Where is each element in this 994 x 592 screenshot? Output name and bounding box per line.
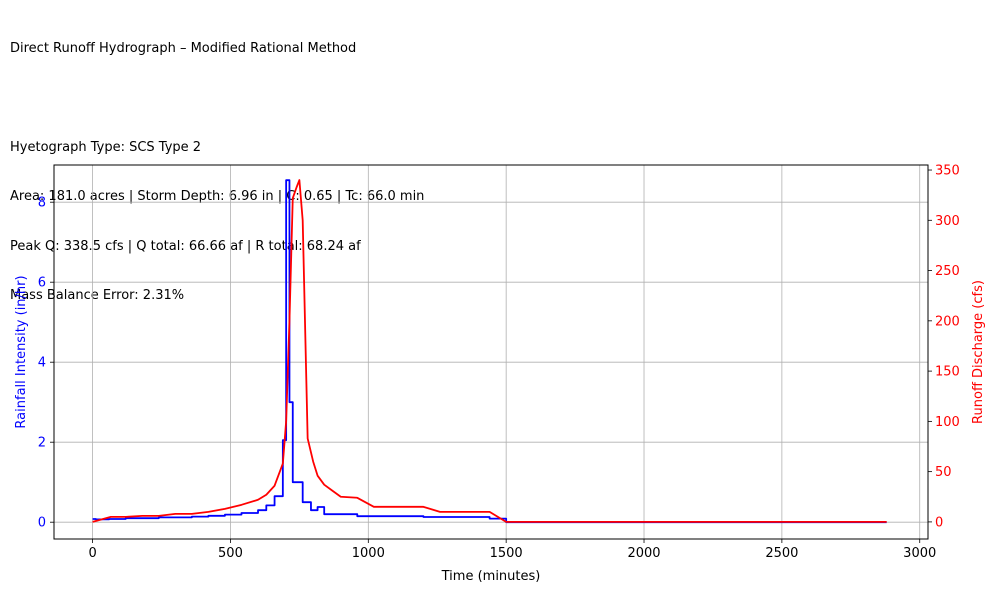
left-y-axis-label: Rainfall Intensity (in/hr) (14, 275, 29, 428)
right-y-tick-label: 250 (935, 264, 960, 279)
right-y-tick-label: 200 (935, 314, 960, 329)
rainfall-intensity-series (92, 179, 887, 524)
right-y-axis-label: Runoff Discharge (cfs) (971, 280, 986, 424)
runoff-discharge-series (92, 179, 887, 523)
x-tick-label: 500 (218, 546, 243, 561)
plot-frame (53, 164, 929, 540)
left-y-tick-label: 4 (38, 356, 46, 371)
x-tick-label: 0 (88, 546, 96, 561)
right-y-tick-label: 350 (935, 164, 960, 179)
left-y-tick-label: 2 (38, 436, 46, 451)
x-tick-label: 1500 (490, 546, 523, 561)
right-y-tick-label: 50 (935, 465, 952, 480)
right-y-tick-label: 150 (935, 365, 960, 380)
left-y-tick-label: 6 (38, 276, 46, 291)
mass-balance-text: Mass Balance Error: 2.31% (10, 288, 185, 303)
chart-title: Direct Runoff Hydrograph – Modified Rati… (10, 41, 357, 56)
x-tick-label: 2000 (627, 546, 660, 561)
left-y-tick-label: 8 (38, 196, 46, 211)
x-tick-label: 1000 (352, 546, 385, 561)
x-tick-label: 2500 (765, 546, 798, 561)
grid-lines (54, 165, 928, 539)
left-y-tick-label: 0 (38, 516, 46, 531)
chart-title-block: Direct Runoff Hydrograph – Modified Rati… (10, 8, 424, 321)
x-tick-label: 3000 (903, 546, 936, 561)
right-y-tick-label: 300 (935, 214, 960, 229)
series-layer (92, 179, 887, 524)
right-y-tick-label: 100 (935, 415, 960, 430)
ticks-layer: 0 500 1000 1500 2000 2500 3000 0 2 4 6 8 0 50 100 150 20… (38, 164, 960, 561)
x-axis-label: Time (minutes) (441, 569, 541, 584)
right-y-tick-label: 0 (935, 515, 943, 530)
hyetograph-type-text: Hyetograph Type: SCS Type 2 (10, 139, 202, 155)
peak-summary-text: Peak Q: 338.5 cfs | Q total: 66.66 af | … (10, 238, 361, 254)
